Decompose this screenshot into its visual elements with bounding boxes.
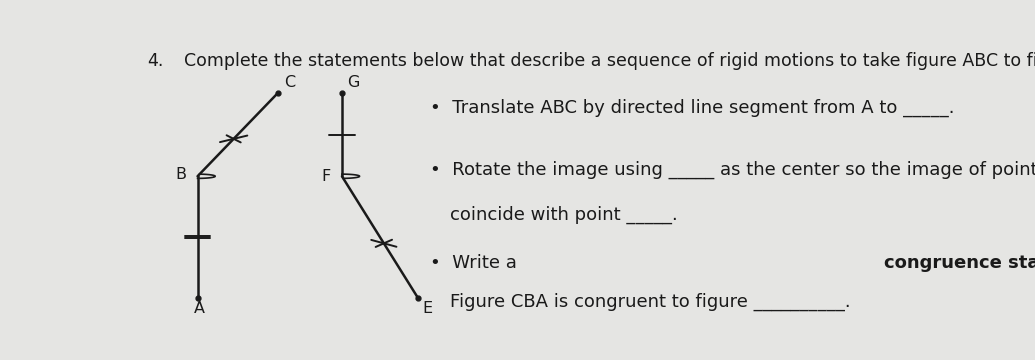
Text: A: A xyxy=(194,301,205,316)
Text: congruence statement: congruence statement xyxy=(884,254,1035,272)
Text: G: G xyxy=(347,75,359,90)
Text: C: C xyxy=(285,75,295,90)
Text: 4.: 4. xyxy=(147,51,164,69)
Text: F: F xyxy=(322,169,331,184)
Text: B: B xyxy=(175,167,186,183)
Text: •  Rotate the image using _____ as the center so the image of point _____ will: • Rotate the image using _____ as the ce… xyxy=(431,161,1035,179)
Text: Figure CBA is congruent to figure __________.: Figure CBA is congruent to figure ______… xyxy=(450,293,851,311)
Text: •  Write a: • Write a xyxy=(431,254,523,272)
Text: Complete the statements below that describe a sequence of rigid motions to take : Complete the statements below that descr… xyxy=(184,51,1035,69)
Text: E: E xyxy=(422,301,433,316)
Text: coincide with point _____.: coincide with point _____. xyxy=(450,205,678,224)
Text: •  Translate ABC by directed line segment from A to _____.: • Translate ABC by directed line segment… xyxy=(431,99,954,117)
